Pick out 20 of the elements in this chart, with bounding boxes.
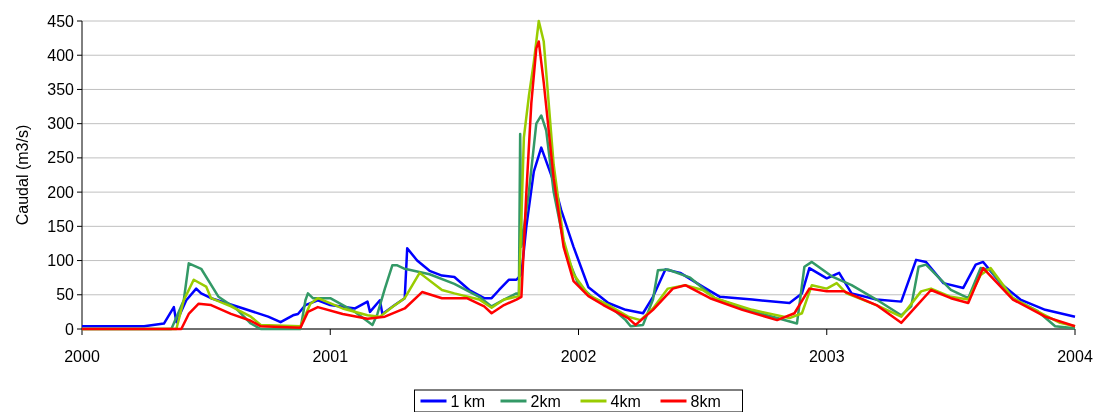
y-axis-title: Caudal (m3/s) <box>14 124 31 226</box>
legend-label: 4km <box>610 392 641 410</box>
x-tick-label: 2003 <box>808 348 845 365</box>
legend-label: 8km <box>690 392 721 410</box>
x-tick-label: 2001 <box>312 348 349 365</box>
y-tick-label: 450 <box>47 12 75 30</box>
y-tick-label: 300 <box>47 115 75 133</box>
y-tick-label: 0 <box>65 320 75 338</box>
legend-label: 1 km <box>450 392 486 410</box>
x-tick-label: 2004 <box>1057 348 1093 365</box>
legend-label: 2km <box>530 392 561 410</box>
y-tick-label: 400 <box>47 46 75 64</box>
x-tick-label: 2000 <box>64 348 100 365</box>
x-tick-label: 2002 <box>560 348 597 365</box>
y-tick-label: 50 <box>56 286 75 304</box>
y-tick-label: 250 <box>47 149 75 167</box>
y-tick-label: 200 <box>47 183 75 201</box>
y-tick-label: 100 <box>47 252 75 270</box>
y-tick-label: 350 <box>47 81 75 99</box>
y-tick-label: 150 <box>47 217 75 235</box>
